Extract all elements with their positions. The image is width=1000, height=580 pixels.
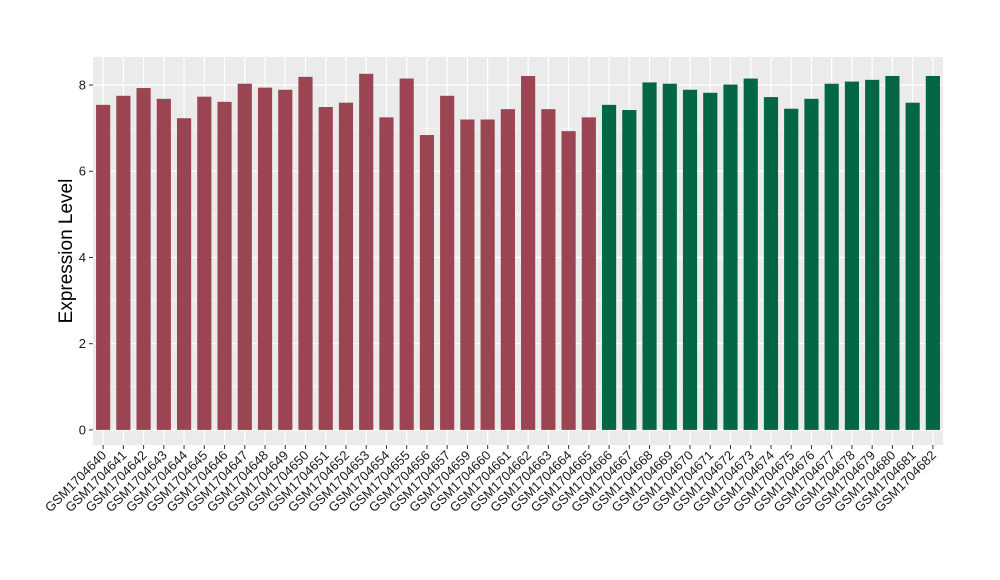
bars bbox=[96, 73, 940, 430]
bar bbox=[480, 119, 495, 430]
bar bbox=[257, 87, 273, 430]
bar bbox=[116, 95, 131, 430]
bar bbox=[278, 89, 293, 430]
bar bbox=[682, 89, 698, 430]
bar bbox=[96, 104, 111, 430]
bar bbox=[237, 83, 252, 430]
bar bbox=[541, 109, 556, 430]
bar bbox=[581, 117, 596, 430]
bar bbox=[500, 109, 515, 430]
bar bbox=[419, 135, 435, 430]
bar bbox=[905, 102, 920, 430]
bar bbox=[359, 73, 374, 430]
bar bbox=[642, 82, 657, 430]
bar bbox=[176, 118, 192, 430]
bar bbox=[885, 75, 900, 430]
bar bbox=[521, 75, 536, 430]
bar bbox=[217, 101, 232, 430]
y-tick-label: 8 bbox=[79, 78, 86, 93]
bar bbox=[804, 98, 819, 430]
bar bbox=[399, 78, 414, 430]
bar bbox=[763, 97, 779, 430]
bar bbox=[601, 104, 617, 430]
bar bbox=[824, 83, 839, 430]
plot-panel bbox=[93, 57, 943, 445]
bar bbox=[703, 92, 718, 430]
bar bbox=[723, 84, 738, 430]
y-axis-title: Expression Level bbox=[56, 179, 77, 324]
y-tick-label: 0 bbox=[79, 422, 86, 437]
bar bbox=[561, 131, 576, 430]
bar bbox=[865, 79, 880, 430]
y-tick-label: 6 bbox=[79, 164, 86, 179]
bar bbox=[298, 76, 313, 430]
bar bbox=[197, 96, 212, 430]
bar bbox=[460, 119, 475, 430]
bar bbox=[784, 108, 799, 430]
y-axis: 0 2 4 6 8 bbox=[79, 78, 93, 437]
bar bbox=[318, 107, 333, 430]
bar bbox=[743, 78, 758, 430]
bar bbox=[662, 83, 677, 430]
bar bbox=[925, 75, 940, 430]
bar bbox=[440, 95, 455, 430]
y-tick-label: 4 bbox=[79, 250, 86, 265]
bar bbox=[379, 117, 394, 430]
bar bbox=[136, 88, 151, 430]
bar bbox=[156, 98, 171, 430]
bar bbox=[338, 102, 354, 430]
bar bbox=[622, 110, 637, 430]
y-tick-label: 2 bbox=[79, 336, 86, 351]
bar bbox=[844, 81, 860, 430]
x-axis: GSM1704640GSM1704641GSM1704642GSM1704643… bbox=[42, 445, 939, 515]
